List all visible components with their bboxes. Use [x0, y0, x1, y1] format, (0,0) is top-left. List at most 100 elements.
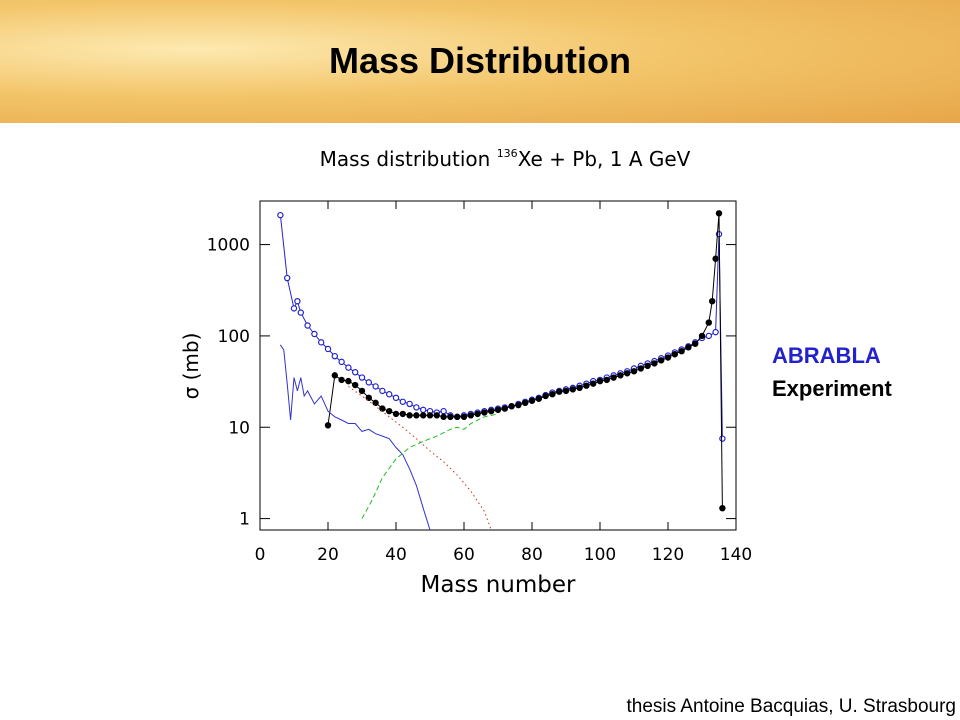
series-line — [348, 385, 492, 530]
data-point — [474, 410, 481, 418]
chart-title: Mass distribution 136Xe + Pb, 1 A GeV — [320, 147, 691, 171]
data-point — [324, 345, 332, 353]
data-point — [426, 412, 434, 419]
data-point — [324, 422, 332, 429]
y-tick-label: 1 — [239, 510, 250, 530]
data-point — [522, 399, 529, 407]
data-point — [284, 274, 291, 282]
data-point — [685, 344, 692, 351]
data-point — [277, 211, 284, 219]
x-tick-label: 140 — [720, 545, 752, 565]
y-tick-label: 1000 — [207, 236, 250, 256]
data-point — [294, 297, 301, 305]
data-point — [596, 377, 604, 385]
data-point — [433, 412, 440, 419]
data-point — [399, 398, 406, 405]
data-point — [678, 348, 685, 355]
x-tick-label: 120 — [652, 545, 684, 565]
data-point — [715, 210, 723, 217]
title-part: Mass distribution — [320, 147, 497, 171]
data-point — [709, 297, 716, 305]
data-point — [488, 407, 495, 415]
series-line — [279, 215, 723, 439]
data-point — [413, 412, 420, 419]
data-point — [692, 340, 699, 347]
data-point — [610, 374, 617, 381]
x-tick-label: 80 — [521, 545, 543, 565]
data-point — [352, 369, 359, 376]
data-point — [535, 395, 543, 402]
data-point — [392, 410, 400, 418]
data-point — [494, 406, 502, 414]
data-point — [440, 413, 447, 421]
title-part: 136 — [497, 147, 518, 160]
data-point — [637, 365, 645, 372]
data-point — [386, 407, 393, 415]
data-point — [379, 387, 386, 395]
data-point — [583, 382, 590, 389]
data-point — [406, 412, 413, 419]
data-point — [549, 391, 556, 398]
data-point — [644, 362, 651, 370]
data-point — [311, 330, 318, 338]
data-point — [358, 374, 366, 381]
data-point — [345, 377, 352, 385]
header: Mass Distribution — [0, 0, 960, 123]
data-point — [338, 376, 345, 384]
data-point — [712, 255, 719, 262]
data-point — [372, 383, 379, 390]
data-point — [617, 372, 624, 379]
data-point — [705, 332, 713, 340]
slide-title: Mass Distribution — [328, 40, 632, 81]
data-point — [528, 397, 536, 404]
data-point — [406, 400, 413, 408]
data-point — [501, 405, 508, 412]
data-point — [671, 351, 679, 358]
data-point — [345, 364, 352, 371]
chart: Mass distribution 136Xe + Pb, 1 A GeV Ma… — [179, 147, 892, 598]
data-point — [630, 368, 638, 375]
data-point — [420, 412, 427, 419]
data-point — [664, 354, 672, 361]
data-point — [658, 357, 665, 364]
data-point — [719, 435, 726, 442]
data-point — [454, 413, 461, 421]
data-point — [603, 376, 611, 384]
data-point — [379, 405, 386, 412]
series-line — [279, 344, 431, 530]
data-point — [365, 394, 372, 402]
credit: thesis Antoine Bacquias, U. Strasbourg — [626, 696, 956, 717]
x-tick-label: 40 — [385, 545, 407, 565]
data-point — [698, 332, 706, 340]
data-point — [576, 384, 583, 392]
data-point — [712, 328, 719, 336]
data-point — [392, 394, 400, 402]
data-point — [358, 387, 366, 395]
data-point — [562, 387, 570, 395]
data-point — [297, 309, 304, 316]
data-point — [624, 370, 631, 377]
data-point — [331, 352, 338, 360]
data-point — [399, 410, 406, 418]
data-point — [467, 412, 474, 419]
x-tick-label: 20 — [317, 545, 339, 565]
plot-area — [277, 210, 726, 530]
data-point — [331, 372, 338, 379]
y-axis-label: σ (mb) — [179, 333, 203, 400]
plot-frame — [259, 200, 737, 531]
data-point — [556, 388, 563, 395]
legend-entry: ABRABLA — [772, 343, 881, 368]
data-point — [447, 413, 454, 421]
data-point — [590, 380, 597, 387]
data-point — [352, 381, 359, 389]
x-axis-label: Mass number — [421, 572, 577, 598]
y-tick-label: 10 — [228, 418, 250, 438]
x-tick-label: 60 — [453, 545, 475, 565]
data-point — [413, 404, 420, 411]
data-point — [542, 392, 549, 400]
data-point — [508, 403, 515, 410]
data-point — [365, 379, 372, 386]
title-part: Xe + Pb, 1 A GeV — [518, 147, 691, 171]
data-point — [338, 358, 345, 366]
